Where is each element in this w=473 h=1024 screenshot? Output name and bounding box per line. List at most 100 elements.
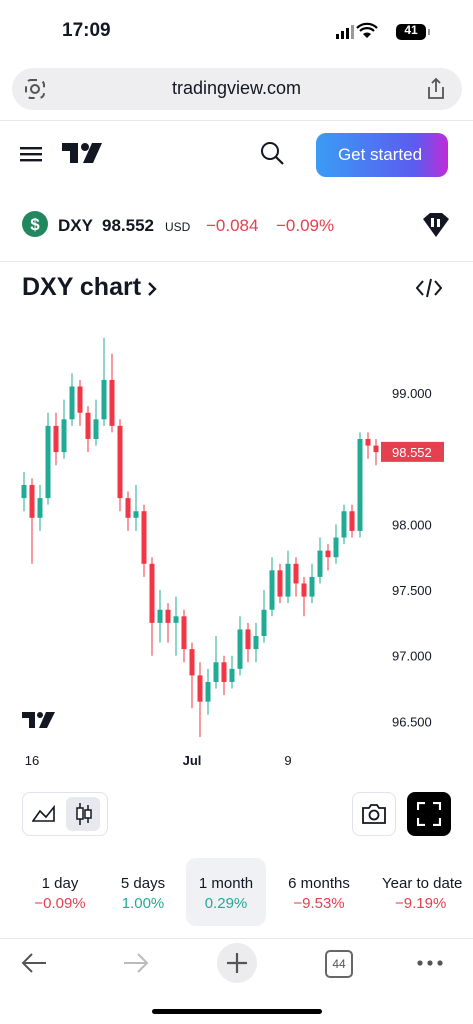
get-started-label[interactable]: Get started (337, 145, 423, 164)
period-name[interactable]: 1 month (198, 875, 254, 892)
candle-body (285, 563, 291, 597)
candle-body (157, 609, 163, 623)
lens-icon[interactable] (24, 78, 46, 100)
y-tick-label: 97.000 (392, 649, 432, 664)
y-tick-label: 96.500 (392, 714, 432, 729)
candle-body (261, 609, 267, 636)
candle-body (181, 616, 187, 650)
url-text[interactable]: tradingview.com (171, 78, 302, 98)
back-button[interactable] (20, 950, 50, 976)
period-change: −9.19% (395, 895, 447, 912)
search-icon[interactable] (260, 141, 286, 167)
candle-body (29, 484, 35, 518)
y-tick-label: 99.000 (392, 386, 432, 401)
y-tick-label: 98.000 (392, 517, 432, 532)
logo[interactable] (62, 143, 104, 165)
candle-body (277, 570, 283, 597)
x-tick-label: Jul (183, 753, 202, 768)
candle-body (373, 445, 379, 453)
candle-body (293, 563, 299, 584)
divider (0, 120, 473, 121)
period-name[interactable]: 6 months (288, 875, 350, 892)
candle-body (77, 386, 83, 413)
candle-body (325, 550, 331, 558)
y-tick-label: 97.500 (392, 583, 432, 598)
price: 98.552 (102, 216, 154, 235)
x-tick-label: 16 (25, 753, 39, 768)
period-name[interactable]: Year to date (382, 875, 463, 892)
more-button[interactable] (416, 958, 444, 968)
chart-type-toggle (22, 792, 108, 836)
chart-title[interactable]: DXY chart (22, 273, 142, 301)
period-change: 0.29% (204, 895, 248, 912)
period-item[interactable]: 6 months −9.53% (276, 858, 362, 926)
change-percent: −0.09% (276, 216, 335, 235)
candle-body (101, 379, 107, 420)
candle-body (245, 629, 251, 650)
candle-body (117, 425, 123, 499)
symbol[interactable]: DXY (58, 216, 93, 235)
candle-body (165, 609, 171, 623)
period-name[interactable]: 1 day (41, 875, 79, 892)
chart-logo (22, 712, 55, 728)
period-item[interactable]: 1 day −0.09% (20, 858, 100, 926)
menu-icon[interactable] (20, 144, 44, 164)
battery-level: 41 (404, 23, 418, 37)
chart: 99.000 98.000 97.500 97.000 96.500 16 Jul 9 98.5… (21, 337, 444, 768)
candle-body (37, 498, 43, 518)
candle-body (189, 649, 195, 676)
symbol-icon: $ (22, 211, 48, 237)
last-price-label: 98.552 (392, 445, 432, 460)
last-price-tag (381, 441, 444, 462)
candle-chart-icon[interactable] (74, 802, 94, 826)
screenshot-button[interactable] (352, 792, 396, 836)
period-change: −9.53% (293, 895, 345, 912)
status-icons (336, 22, 430, 40)
candle-body (149, 563, 155, 623)
candle-body (237, 629, 243, 669)
x-tick-label: 9 (284, 753, 291, 768)
status-time: 17:09 (62, 20, 111, 41)
candle-body (93, 419, 99, 440)
share-icon[interactable] (425, 77, 447, 101)
period-item[interactable]: 1 month 0.29% (186, 858, 266, 926)
candle-body (133, 511, 139, 518)
area-chart-button[interactable] (32, 803, 56, 823)
tabs-button[interactable]: 44 (325, 950, 353, 978)
url-bar[interactable] (12, 68, 462, 110)
candle-body (85, 412, 91, 440)
home-indicator (152, 1009, 322, 1014)
candle-body (125, 498, 131, 518)
candle-body (309, 576, 315, 597)
candle-body (349, 511, 355, 531)
divider (0, 261, 473, 262)
candle-body (341, 511, 347, 538)
svg-text:$: $ (30, 215, 40, 234)
candle-body (317, 550, 323, 577)
new-tab-button[interactable] (216, 942, 258, 984)
period-item[interactable]: 5 days 1.00% (103, 858, 183, 926)
candle-body (45, 425, 51, 499)
candle-body (357, 439, 363, 531)
candle-body (229, 668, 235, 682)
candle-body (253, 635, 259, 650)
candle-body (109, 379, 115, 426)
fullscreen-icon[interactable] (417, 802, 441, 826)
get-started-button[interactable] (316, 133, 448, 177)
period-name[interactable]: 5 days (120, 875, 166, 892)
candle-body (269, 570, 275, 610)
camera-icon[interactable] (361, 803, 387, 825)
period-item[interactable]: Year to date −9.19% (373, 858, 473, 926)
period-change: 1.00% (121, 895, 165, 912)
candle-body (69, 386, 75, 420)
embed-icon[interactable] (416, 277, 442, 299)
fullscreen-button[interactable] (407, 792, 451, 836)
candle-body (205, 681, 211, 702)
candle-icon[interactable] (421, 211, 451, 239)
currency: USD (165, 220, 191, 234)
chevron[interactable] (146, 281, 158, 297)
forward-button[interactable] (120, 950, 150, 976)
candle-body (53, 425, 59, 453)
candle-body (213, 662, 219, 682)
change: −0.084 (206, 216, 259, 235)
